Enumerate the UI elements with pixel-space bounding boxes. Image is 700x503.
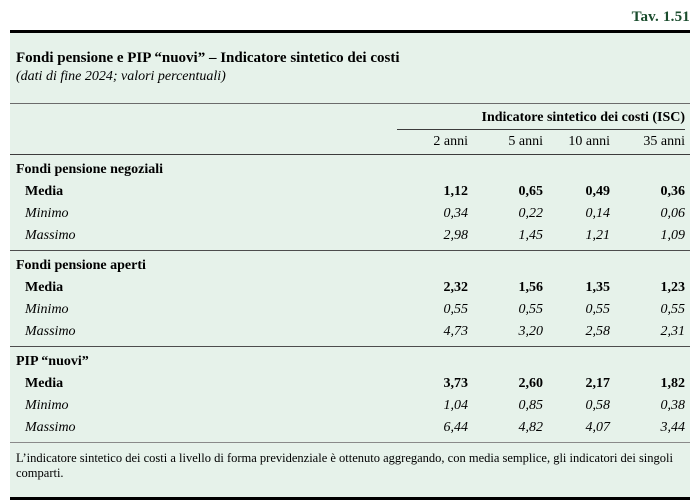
isc-value: 0,49 [585, 184, 611, 199]
isc-value: 0,58 [585, 398, 611, 413]
isc-value: 2,32 [443, 280, 469, 295]
row-label: Media [25, 184, 64, 199]
page: Tav. 1.51 Fondi pensione e PIP “nuovi” –… [10, 0, 690, 500]
table-row-minimo: Minimo 0,34 0,22 0,14 0,06 [16, 203, 685, 225]
section-pip-nuovi: PIP “nuovi” Media 3,73 2,60 2,17 1,82 Mi… [10, 347, 690, 442]
isc-value: 3,73 [443, 376, 469, 391]
isc-value: 1,12 [443, 184, 469, 199]
row-label: Media [25, 280, 64, 295]
isc-value: 0,55 [443, 302, 469, 317]
section-title: Fondi pensione negoziali [16, 162, 164, 177]
table-number-row: Tav. 1.51 [10, 0, 690, 30]
row-label: Massimo [25, 420, 76, 435]
isc-value: 1,82 [660, 376, 686, 391]
isc-value: 6,44 [443, 420, 469, 435]
table-row-massimo: Massimo 2,98 1,45 1,21 1,09 [16, 225, 685, 247]
isc-value: 0,34 [443, 206, 469, 221]
isc-value: 2,60 [518, 376, 544, 391]
column-headers-row: 2 anni 5 anni 10 anni 35 anni [16, 132, 685, 151]
isc-value: 0,55 [585, 302, 611, 317]
isc-value: 0,22 [518, 206, 544, 221]
table-title: Fondi pensione e PIP “nuovi” – Indicator… [16, 50, 400, 66]
isc-value: 1,23 [660, 280, 686, 295]
table-row-massimo: Massimo 6,44 4,82 4,07 3,44 [16, 417, 685, 439]
isc-value: 0,14 [585, 206, 611, 221]
title-block: Fondi pensione e PIP “nuovi” – Indicator… [10, 33, 690, 104]
column-header-2anni: 2 anni [433, 134, 468, 149]
column-header-block: Indicatore sintetico dei costi (ISC) 2 a… [10, 104, 690, 155]
isc-value: 1,09 [660, 228, 686, 243]
isc-value: 0,38 [660, 398, 686, 413]
table-row-minimo: Minimo 0,55 0,55 0,55 0,55 [16, 299, 685, 321]
group-header-underline [397, 129, 685, 130]
isc-value: 2,58 [585, 324, 611, 339]
isc-value: 2,17 [585, 376, 611, 391]
row-label: Massimo [25, 324, 76, 339]
table-subtitle: (dati di fine 2024; valori percentuali) [16, 69, 226, 84]
isc-value: 0,65 [518, 184, 544, 199]
section-fondi-pensione-aperti: Fondi pensione aperti Media 2,32 1,56 1,… [10, 251, 690, 347]
table-row-media: Media 2,32 1,56 1,35 1,23 [16, 277, 685, 299]
isc-value: 4,73 [443, 324, 469, 339]
table-row-minimo: Minimo 1,04 0,85 0,58 0,38 [16, 395, 685, 417]
section-title: PIP “nuovi” [16, 354, 89, 369]
row-label: Minimo [25, 302, 69, 317]
isc-value: 1,21 [585, 228, 611, 243]
isc-value: 3,44 [660, 420, 686, 435]
row-label: Media [25, 376, 64, 391]
row-label: Minimo [25, 206, 69, 221]
isc-value: 0,36 [660, 184, 686, 199]
column-header-35anni: 35 anni [643, 134, 685, 149]
group-column-header: Indicatore sintetico dei costi (ISC) [481, 110, 686, 125]
isc-value: 1,04 [443, 398, 469, 413]
isc-value: 4,07 [585, 420, 611, 435]
isc-value: 2,31 [660, 324, 686, 339]
column-header-5anni: 5 anni [508, 134, 543, 149]
section-fondi-pensione-negoziali: Fondi pensione negoziali Media 1,12 0,65… [10, 155, 690, 251]
section-title: Fondi pensione aperti [16, 258, 146, 273]
table-panel: Fondi pensione e PIP “nuovi” – Indicator… [10, 30, 690, 500]
table-row-media: Media 1,12 0,65 0,49 0,36 [16, 181, 685, 203]
row-label: Minimo [25, 398, 69, 413]
isc-value: 0,85 [518, 398, 544, 413]
table-row-massimo: Massimo 4,73 3,20 2,58 2,31 [16, 321, 685, 343]
column-header-10anni: 10 anni [568, 134, 610, 149]
isc-value: 1,56 [518, 280, 544, 295]
footnote: L’indicatore sintetico dei costi a livel… [10, 442, 690, 497]
table-number-label: Tav. 1.51 [631, 9, 690, 25]
isc-value: 0,06 [660, 206, 686, 221]
isc-value: 0,55 [518, 302, 544, 317]
isc-value: 4,82 [518, 420, 544, 435]
isc-value: 1,45 [518, 228, 544, 243]
row-label: Massimo [25, 228, 76, 243]
isc-value: 3,20 [518, 324, 544, 339]
isc-value: 2,98 [443, 228, 469, 243]
table-row-media: Media 3,73 2,60 2,17 1,82 [16, 373, 685, 395]
isc-value: 1,35 [585, 280, 611, 295]
isc-value: 0,55 [660, 302, 686, 317]
